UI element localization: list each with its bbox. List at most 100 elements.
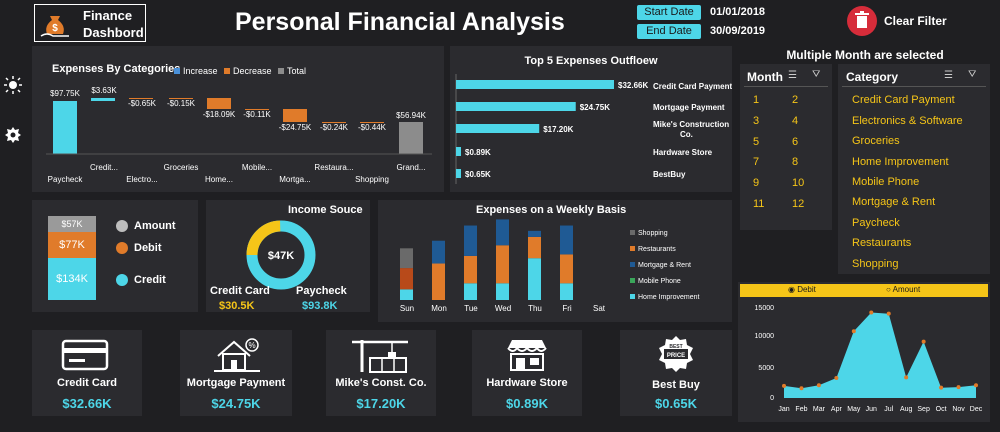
legend-total: Total [278,66,306,76]
income-paycheck-label: Paycheck [296,285,347,297]
radio-debit[interactable]: ◉ Debit [788,285,816,294]
kpi-title: Credit Card [57,377,117,389]
top5-bar-chart: $32.66K $24.75K $17.20K $0.89K $0.65K Credit… [455,74,732,184]
top5-label: Credit Card Payment [653,82,732,91]
weekly-bar-segment [560,283,573,300]
weekly-bar-segment [528,230,541,237]
kpi-card-credit: Credit Card $32.66K [32,330,142,416]
svg-text:%: % [248,341,255,350]
kpi-value: $32.66K [62,396,112,411]
month-item[interactable]: 5 [753,136,760,148]
sun-icon[interactable] [4,76,22,94]
area-point [956,385,961,390]
category-item[interactable]: Home Improvement [852,156,949,168]
value-label: $56.94K [396,111,426,120]
area-month-label: Apr [831,406,843,413]
area-month-label: Dec [970,406,983,413]
weekly-bar-segment [560,225,573,255]
income-paycheck-value: $93.8K [302,300,338,312]
category-item[interactable]: Credit Card Payment [852,94,955,106]
category-item[interactable]: Restaurants [852,237,912,249]
area-month-label: Mar [813,406,826,413]
area-month-label: Jan [778,406,789,413]
legend-decrease: Decrease [224,66,272,76]
weekly-day-label: Sat [593,304,606,313]
panel-title: Expenses on a Weekly Basis [476,204,627,216]
month-slicer[interactable]: Month ☰ ⛛ 1 2 3 4 5 6 7 8 9 10 11 12 [740,64,832,230]
stack-credit: $134K [48,258,96,300]
category-label: Credit... [90,163,118,172]
y-tick: 0 [770,395,774,402]
category-item[interactable]: Shopping [852,258,899,270]
clear-filter-icon[interactable]: ⛛ [968,69,977,80]
category-label: Home... [205,175,233,184]
kpi-card-construction: Mike's Const. Co. $17.20K [326,330,436,416]
house-icon: % [214,338,260,372]
weekly-legend: Restaurants [638,246,676,253]
category-item[interactable]: Mobile Phone [852,176,920,188]
legend-increase: Increase [174,66,218,76]
top5-expenses-panel: Top 5 Expenses Outfloew $32.66K $24.75K $1… [450,46,732,192]
category-item[interactable]: Mortgage & Rent [852,196,936,208]
month-item[interactable]: 3 [753,115,760,127]
category-slicer-title: Category [846,70,899,84]
category-label: Mortga... [279,175,311,184]
income-credit-value: $30.5K [219,300,255,312]
weekly-legend: Mobile Phone [638,278,681,285]
area-point [869,310,874,315]
multiselect-icon[interactable]: ☰ [788,70,797,81]
radio-amount[interactable]: ○ Amount [886,285,921,294]
panel-title: Income Souce [288,204,363,216]
weekly-bar-segment [496,219,509,246]
end-date-value[interactable]: 30/09/2019 [710,25,766,37]
area-month-label: Oct [936,406,947,413]
weekly-bar-segment [400,289,413,300]
bar-credit [91,98,115,101]
month-item[interactable]: 10 [792,177,805,189]
weekly-bar-segment [528,236,541,259]
top5-label: Mike's Construction [653,120,729,129]
top5-label: Mortgage Payment [653,103,725,112]
start-date-value[interactable]: 01/01/2018 [710,6,766,18]
month-item[interactable]: 8 [792,156,799,168]
gear-icon[interactable] [4,126,22,144]
kpi-value: $0.89K [506,396,548,411]
month-item[interactable]: 1 [753,94,760,106]
bar-electronics [129,98,153,99]
trash-icon [847,6,877,36]
weekly-day-label: Sun [400,304,414,313]
multiselect-icon[interactable]: ☰ [944,70,953,81]
month-item[interactable]: 11 [753,198,765,210]
category-item[interactable]: Electronics & Software [852,115,963,127]
month-item[interactable]: 7 [753,156,760,168]
top5-value: $17.20K [543,125,573,134]
svg-text:BEST: BEST [669,344,682,350]
area-point [939,385,944,390]
category-item[interactable]: Paycheck [852,217,900,229]
area-point [782,383,786,388]
svg-text:PRICE: PRICE [667,353,685,359]
money-bag-icon: $ [40,16,69,37]
top5-label: Co. [680,130,693,139]
area-point [816,383,821,388]
bar-mortgage [283,109,307,122]
month-item[interactable]: 9 [753,177,760,189]
area-point [851,329,856,334]
month-item[interactable]: 6 [792,136,799,148]
month-item[interactable]: 12 [792,198,805,210]
category-slicer[interactable]: Category ☰ ⛛ Credit Card Payment Electro… [838,64,990,274]
category-label: Grand... [397,163,426,172]
panel-title: Expenses By Categories [52,63,181,75]
credit-card-icon [61,339,109,371]
clear-filter-icon[interactable]: ⛛ [812,69,821,80]
income-credit-label: Credit Card [210,285,270,297]
start-date-label: Start Date [637,5,701,20]
expenses-by-categories-panel: Expenses By Categories Increase Decrease… [32,46,444,192]
category-item[interactable]: Groceries [852,135,900,147]
area-point [904,375,909,380]
clear-filter-button[interactable]: Clear Filter [846,5,956,37]
month-item[interactable]: 2 [792,94,799,106]
kpi-title: Mortgage Payment [186,377,286,389]
month-item[interactable]: 4 [792,115,799,127]
kpi-title: Best Buy [652,379,700,391]
